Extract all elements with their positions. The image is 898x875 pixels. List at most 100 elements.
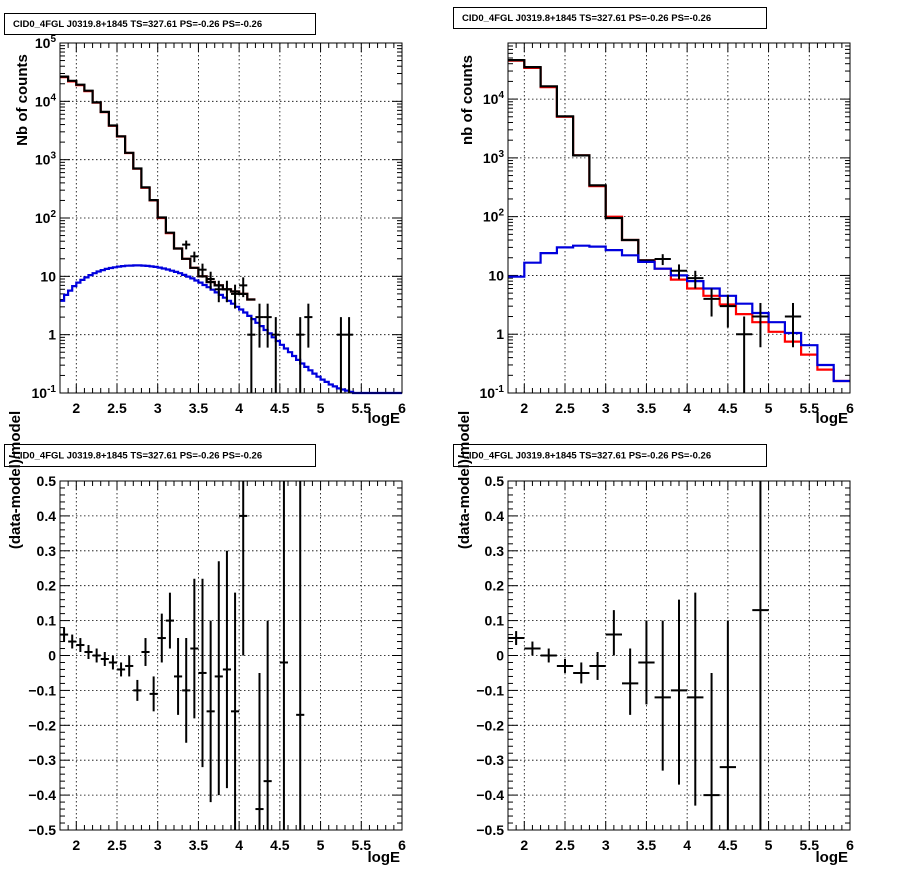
x-tick-label: 4.5 (718, 400, 738, 416)
data-point (182, 240, 191, 250)
data-point (60, 627, 69, 642)
y-tick-label: 10 (40, 268, 56, 284)
x-tick-label: 2.5 (555, 837, 575, 853)
data-point (190, 251, 199, 263)
data-point (703, 288, 720, 317)
data-point (222, 550, 231, 789)
data-point (68, 634, 77, 649)
y-tick-label: 10 (488, 267, 504, 283)
x-tick-label: 3 (602, 837, 610, 853)
y-tick-label: 0.5 (37, 473, 57, 489)
plot-frame (59, 42, 403, 394)
y-tick-label: −0.2 (28, 717, 56, 733)
x-tick-label: 2.5 (107, 837, 127, 853)
y-tick-label: 1 (496, 326, 504, 342)
data-point (654, 620, 671, 771)
data-point (100, 652, 109, 666)
data-point (174, 638, 183, 715)
title-box (453, 7, 767, 29)
x-tick-label: 2.5 (555, 400, 575, 416)
y-axis-label: (data-model)/model (456, 411, 473, 549)
y-tick-label: 0 (496, 648, 504, 664)
chart-title: CID0_4FGL J0319.8+1845 TS=327.61 PS=-0.2… (462, 13, 711, 24)
y-tick-label: 0.2 (485, 578, 505, 594)
x-axis-label: logE (816, 410, 849, 427)
chart-title: CID0_4FGL J0319.8+1845 TS=327.61 PS=-0.2… (462, 451, 711, 462)
y-tick-label: 10-1 (480, 384, 505, 401)
y-tick-label: −0.1 (28, 682, 56, 698)
data-point (304, 303, 313, 348)
data-point (524, 641, 541, 656)
y-tick-label: 10-1 (32, 384, 57, 401)
data-point (231, 284, 240, 309)
x-tick-label: 4 (235, 400, 243, 416)
y-tick-label: −0.5 (28, 822, 56, 838)
y-tick-label: −0.3 (476, 752, 504, 768)
y-tick-label: 0.5 (485, 473, 505, 489)
data-point (296, 481, 305, 830)
x-tick-label: 5.5 (800, 400, 820, 416)
y-tick-label: 103 (483, 149, 505, 166)
x-tick-label: 3.5 (637, 837, 657, 853)
x-tick-label: 6 (398, 837, 406, 853)
y-tick-label: 102 (35, 209, 57, 226)
x-tick-label: 6 (846, 837, 854, 853)
x-tick-label: 6 (398, 400, 406, 416)
y-tick-label: −0.4 (476, 787, 504, 803)
y-tick-label: 0.2 (37, 578, 57, 594)
data-point (540, 648, 557, 663)
data-point (719, 620, 736, 830)
y-tick-label: 0.1 (485, 613, 505, 629)
x-tick-label: 4 (683, 400, 691, 416)
x-tick-label: 4.5 (718, 837, 738, 853)
y-tick-label: 0 (48, 648, 56, 664)
x-tick-label: 3 (602, 400, 610, 416)
data-point (239, 277, 248, 298)
x-tick-label: 6 (846, 400, 854, 416)
data-point (206, 620, 215, 803)
data-point (255, 672, 264, 830)
x-tick-label: 5 (317, 837, 325, 853)
y-tick-label: 104 (483, 90, 505, 107)
data-point (296, 317, 305, 393)
plot-frame (507, 42, 851, 394)
data-point (108, 655, 117, 670)
data-point (117, 662, 126, 677)
data-point (605, 610, 622, 656)
plot-frame (507, 480, 851, 831)
data-point (214, 561, 223, 796)
y-tick-label: 0.3 (37, 543, 57, 559)
data-point (263, 620, 272, 830)
x-tick-label: 5.5 (352, 400, 372, 416)
data-point (214, 280, 223, 303)
data-point (670, 264, 688, 280)
y-tick-label: 104 (35, 92, 57, 109)
data-point (719, 294, 736, 328)
x-tick-label: 3 (154, 837, 162, 853)
x-tick-label: 5.5 (800, 837, 820, 853)
x-tick-label: 2.5 (107, 400, 127, 416)
data-point (141, 638, 150, 666)
histogram-series-2 (508, 59, 655, 262)
data-point (784, 302, 802, 348)
x-tick-label: 2 (520, 837, 528, 853)
data-point (654, 254, 671, 266)
data-point (125, 655, 134, 677)
data-point (190, 578, 199, 719)
data-point (752, 302, 769, 348)
y-tick-label: 0.4 (485, 508, 505, 524)
x-axis-label: logE (368, 849, 401, 866)
x-tick-label: 5 (765, 837, 773, 853)
title-box (4, 444, 316, 467)
y-tick-label: 0.4 (37, 508, 57, 524)
data-point (263, 303, 272, 348)
y-tick-label: −0.3 (28, 752, 56, 768)
data-point (703, 672, 720, 830)
data-point (182, 638, 191, 743)
y-axis-label: (data-model)/model (7, 411, 24, 549)
data-point (271, 317, 280, 393)
y-tick-label: −0.1 (476, 682, 504, 698)
data-point (670, 599, 688, 785)
y-tick-label: 0.3 (485, 543, 505, 559)
